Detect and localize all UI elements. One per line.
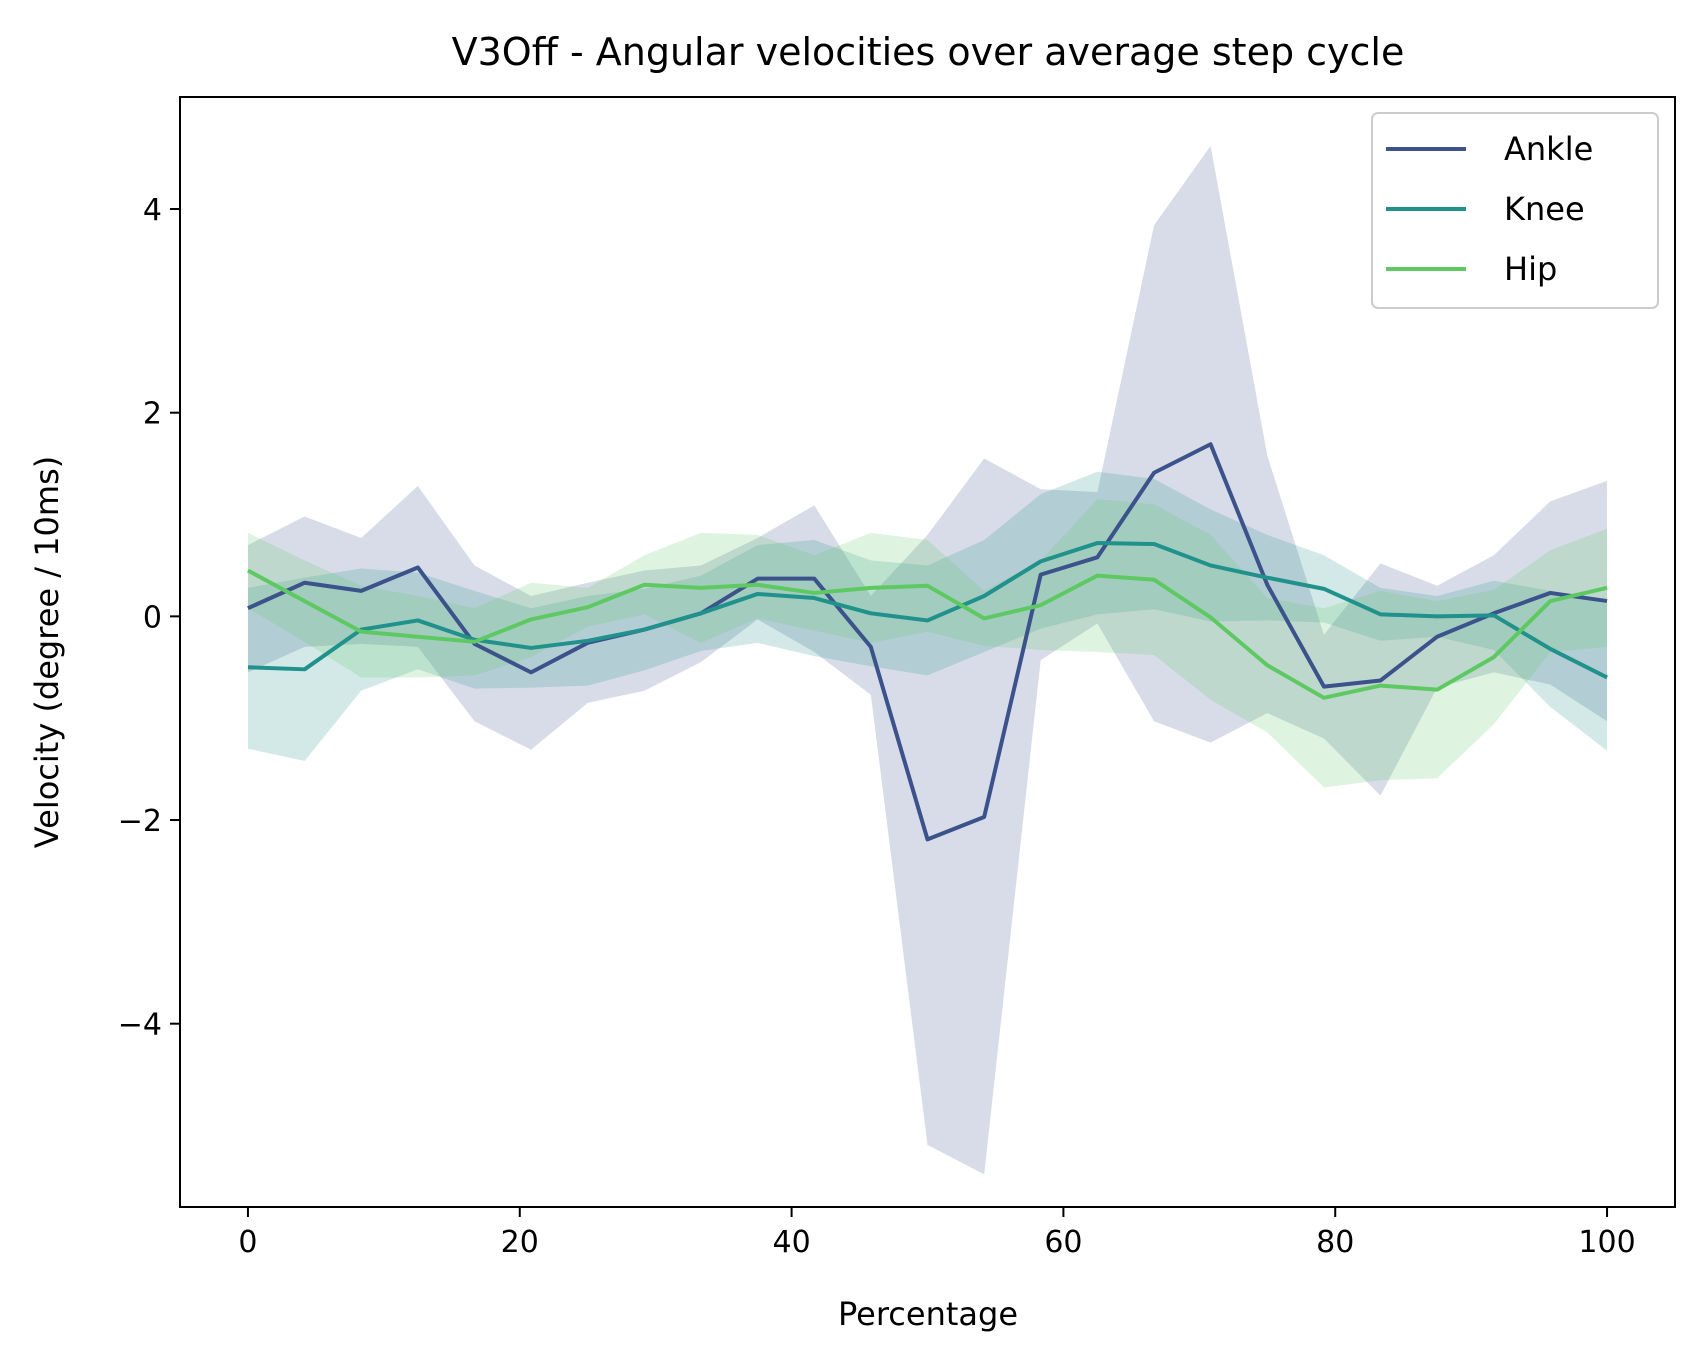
x-tick-label: 100 [1578,1225,1635,1260]
x-axis: 0 20 40 60 80 100 [238,1207,1636,1260]
y-tick-label: 0 [143,600,162,635]
y-axis-label: Velocity (degree / 10ms) [28,456,66,849]
legend-box [1371,112,1659,309]
chart-title: V3Off - Angular velocities over average … [452,30,1405,74]
x-tick-label: 40 [772,1225,810,1260]
y-tick-label: −4 [118,1008,162,1043]
ankle-line [247,442,1608,842]
y-tick-label: −2 [118,804,162,839]
legend-label-ankle: Ankle [1504,130,1593,168]
x-tick-label: 80 [1316,1225,1354,1260]
y-axis: −4 −2 0 2 4 [118,193,180,1043]
knee-band [247,471,1608,761]
hip-line [247,568,1608,700]
x-tick-label: 20 [501,1225,539,1260]
hip-band [247,499,1608,788]
ankle-band [247,145,1608,1175]
x-tick-label: 0 [238,1225,257,1260]
series-lines [247,442,1608,842]
confidence-bands [247,145,1608,1175]
x-axis-label: Percentage [838,1295,1018,1333]
legend-label-knee: Knee [1504,190,1585,228]
plot-frame [179,96,1676,1208]
x-tick-label: 60 [1044,1225,1082,1260]
y-tick-label: 4 [143,193,162,228]
legend: Ankle Knee Hip [1371,112,1659,309]
legend-label-hip: Hip [1504,250,1557,288]
y-tick-label: 2 [143,397,162,432]
